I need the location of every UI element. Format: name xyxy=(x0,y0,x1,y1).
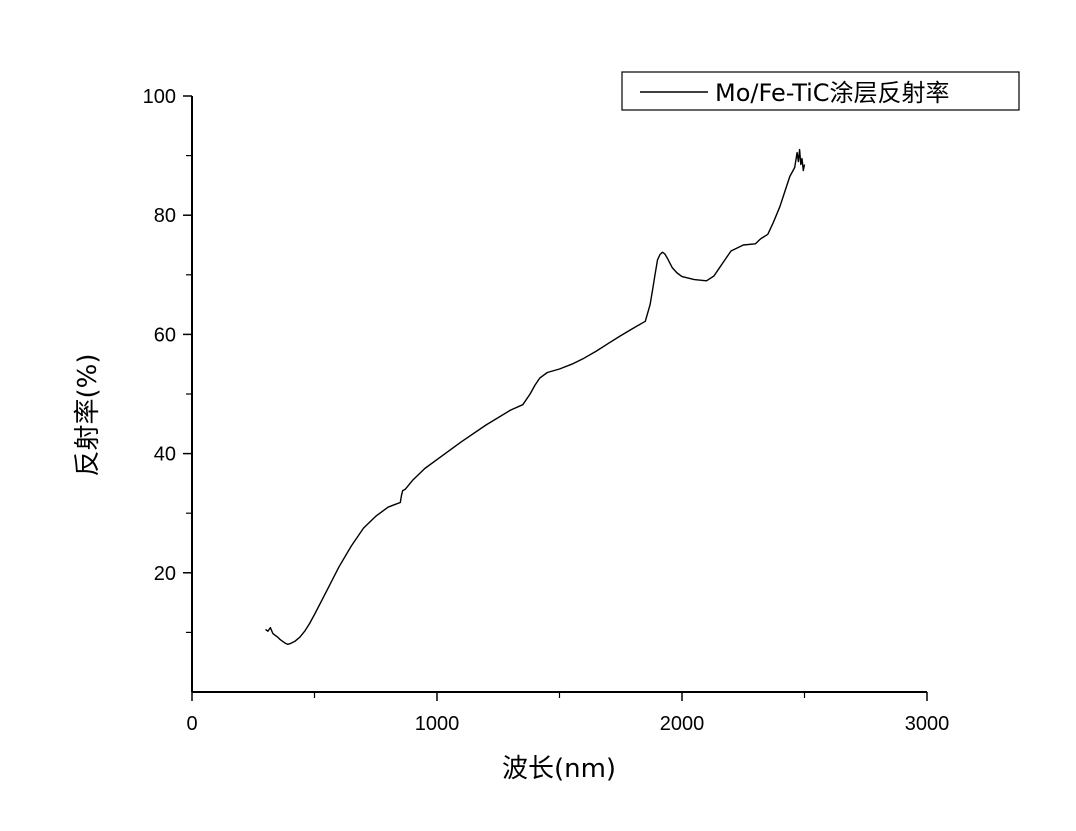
y-tick-label: 80 xyxy=(154,205,176,227)
y-tick-label: 20 xyxy=(154,563,176,585)
x-axis-title: 波长(nm) xyxy=(502,754,616,784)
x-tick-label: 2000 xyxy=(660,713,705,735)
y-tick-label: 40 xyxy=(154,444,176,466)
x-tick-label: 3000 xyxy=(905,713,950,735)
x-tick-label: 0 xyxy=(186,713,197,735)
x-tick-label: 1000 xyxy=(415,713,460,735)
y-tick-label: 100 xyxy=(143,86,176,108)
y-tick-label: 60 xyxy=(154,324,176,346)
axes xyxy=(191,96,927,693)
tick-labels: 0 1000 2000 3000 20 40 60 80 100 xyxy=(143,86,950,735)
legend-box xyxy=(621,71,1020,111)
y-axis-title: 反射率(%) xyxy=(73,354,103,477)
legend: Mo/Fe-TiC涂层反射率 xyxy=(621,71,1020,111)
ticks xyxy=(183,95,928,701)
series-line-reflectance xyxy=(265,148,806,645)
legend-entry-label: Mo/Fe-TiC涂层反射率 xyxy=(715,79,950,107)
